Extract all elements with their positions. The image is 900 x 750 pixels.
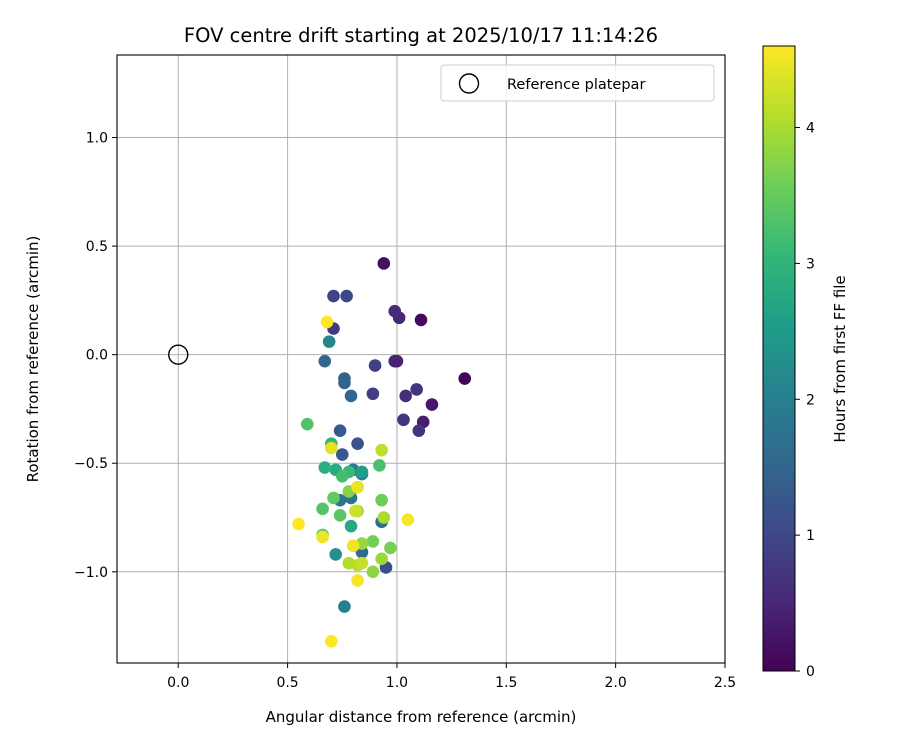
scatter-point	[355, 556, 369, 570]
scatter-point	[366, 565, 380, 579]
scatter-point	[344, 389, 358, 403]
x-tick-label: 1.5	[495, 675, 517, 691]
scatter-point	[410, 383, 423, 396]
colorbar-label: Hours from first FF file	[831, 275, 849, 442]
legend-box	[440, 64, 715, 102]
colorbar	[762, 45, 796, 672]
scatter-point	[335, 448, 349, 461]
legend-marker-icon	[458, 73, 480, 94]
scatter-point	[368, 359, 382, 372]
axis-ticks: 0.0 0.5 1.0 1.5 2.0 2.5 1.0 0.5 0.0 −0.5 −1.0	[74, 131, 736, 691]
scatter-point	[377, 511, 391, 524]
scatter-point	[329, 548, 343, 561]
x-tick-label: 2.0	[605, 675, 627, 691]
scatter-point	[320, 315, 334, 329]
scatter-point	[373, 459, 386, 472]
scatter-point	[351, 437, 364, 450]
scatter-point	[388, 354, 402, 368]
scatter-point	[366, 387, 380, 401]
colorbar-tick-label: 0	[806, 664, 815, 680]
scatter-point	[375, 443, 388, 457]
scatter-point	[401, 513, 415, 526]
y-axis-title: Rotation from reference (arcmin)	[24, 236, 42, 483]
colorbar-ticks: 0 1 2 3 4	[795, 121, 815, 680]
y-tick-label: 0.0	[86, 348, 108, 364]
scatter-point	[397, 413, 410, 427]
reference-marker	[168, 344, 189, 365]
scatter-point	[333, 509, 347, 522]
scatter-point	[335, 469, 349, 483]
scatter-point	[458, 372, 472, 385]
scatter-point	[351, 574, 364, 587]
x-tick-label: 0.0	[167, 675, 189, 691]
scatter-point	[318, 354, 332, 368]
scatter-point	[333, 424, 347, 437]
scatter-point	[375, 552, 388, 566]
scatter-point	[338, 600, 351, 613]
colorbar-tick-label: 1	[806, 528, 815, 544]
scatter-point	[351, 480, 364, 494]
scatter-point	[388, 304, 402, 318]
scatter-point	[412, 424, 426, 437]
scatter-point	[327, 289, 340, 303]
scatter-point	[384, 541, 397, 555]
x-tick-label: 1.0	[386, 675, 408, 691]
scatter-point	[300, 417, 314, 431]
scatter-point	[355, 465, 369, 479]
colorbar-tick-label: 2	[806, 392, 815, 408]
scatter-point	[316, 502, 329, 516]
scatter-point	[355, 545, 369, 559]
plot-area	[117, 55, 725, 663]
scatter-point	[366, 535, 380, 548]
scatter-point	[346, 539, 360, 553]
scatter-point	[292, 517, 305, 531]
y-tick-label: 1.0	[86, 131, 108, 147]
scatter-point	[375, 493, 388, 507]
y-tick-label: 0.5	[86, 239, 108, 255]
scatter-point	[340, 289, 353, 303]
scatter-point	[344, 519, 358, 533]
scatter-point	[316, 530, 329, 544]
scatter-points	[292, 257, 472, 648]
scatter-point	[338, 376, 351, 390]
scatter-point	[318, 461, 332, 474]
scatter-point	[425, 398, 439, 411]
scatter-point	[414, 313, 428, 327]
scatter-point	[325, 441, 338, 455]
legend: Reference platepar	[440, 64, 715, 102]
x-tick-label: 0.5	[276, 675, 298, 691]
legend-label: Reference platepar	[507, 77, 645, 93]
y-tick-label: −0.5	[74, 456, 108, 472]
chart-title: FOV centre drift starting at 2025/10/17 …	[184, 24, 658, 47]
scatter-point	[325, 634, 338, 648]
axes-frame	[116, 54, 726, 664]
scatter-point	[327, 491, 340, 505]
scatter-point	[322, 335, 336, 348]
colorbar-tick-label: 4	[806, 121, 815, 137]
x-tick-label: 2.5	[714, 675, 736, 691]
scatter-point	[349, 504, 362, 518]
colorbar-tick-label: 3	[806, 256, 815, 272]
y-tick-label: −1.0	[74, 565, 108, 581]
scatter-point	[399, 389, 412, 403]
x-axis-title: Angular distance from reference (arcmin)	[266, 708, 577, 726]
scatter-point	[377, 257, 391, 270]
